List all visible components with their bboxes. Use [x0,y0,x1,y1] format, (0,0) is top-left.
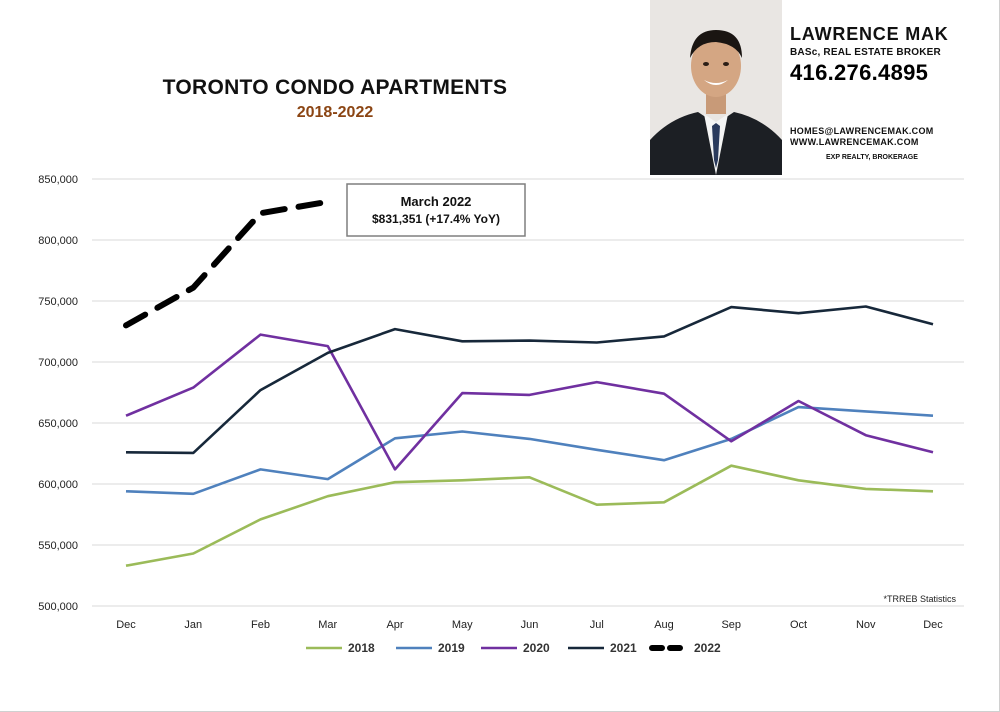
legend-label-2021: 2021 [610,641,637,655]
agent-name: LAWRENCE MAK [790,24,949,44]
x-tick-label: May [452,619,473,631]
agent-email: HOMES@LAWRENCEMAK.COM [790,126,934,136]
agent-credentials: BASc, REAL ESTATE BROKER [790,47,941,58]
series-line-2020 [125,333,934,471]
agent-portrait-image [650,0,782,175]
y-tick-label: 650,000 [38,418,78,430]
x-tick-label: Dec [923,619,943,631]
legend: 2018 2019 2020 2021 2022 [306,641,721,655]
agent-contact-block: LAWRENCE MAK BASc, REAL ESTATE BROKER 41… [790,24,975,161]
y-tick-label: 700,000 [38,357,78,369]
y-axis-tick-labels: 500,000 550,000 600,000 650,000 700,000 750,0… [38,174,78,613]
legend-label-2020: 2020 [523,641,550,655]
x-tick-label: Dec [116,619,136,631]
series-line-2022 [123,198,331,329]
x-tick-label: Feb [251,619,270,631]
x-tick-label: Mar [318,619,337,631]
x-tick-label: Oct [790,619,807,631]
y-tick-label: 500,000 [38,601,78,613]
annotation-line-2: $831,351 (+17.4% YoY) [372,212,500,226]
x-axis-tick-labels: Dec Jan Feb Mar Apr May Jun Jul Aug Sep Oct Nov Dec [116,619,943,631]
source-note: *TRREB Statistics [883,594,956,604]
y-tick-label: 600,000 [38,479,78,491]
annotation-box [346,183,526,237]
agent-phone: 416.276.4895 [790,60,929,85]
x-tick-label: Sep [721,619,741,631]
agent-photo [650,0,782,175]
x-tick-label: Nov [856,619,876,631]
series-line-2018 [125,464,934,567]
series-line-2021 [125,305,934,455]
legend-label-2019: 2019 [438,641,465,655]
x-tick-label: Jun [521,619,539,631]
x-tick-label: Aug [654,619,674,631]
x-tick-label: Apr [386,619,403,631]
series-line-2019 [125,405,934,496]
legend-label-2022: 2022 [694,641,721,655]
grid-lines [92,178,964,607]
y-tick-label: 750,000 [38,296,78,308]
chart-subtitle: 2018-2022 [296,104,374,121]
series-lines [123,198,934,567]
y-tick-label: 550,000 [38,540,78,552]
y-tick-label: 800,000 [38,235,78,247]
y-tick-label: 850,000 [38,174,78,186]
x-tick-label: Jul [590,619,604,631]
legend-label-2018: 2018 [348,641,375,655]
chart-title: TORONTO CONDO APARTMENTS [162,76,508,99]
march-2022-annotation: March 2022 $831,351 (+17.4% YoY) [346,183,526,237]
x-tick-label: Jan [184,619,202,631]
agent-brokerage: EXP REALTY, BROKERAGE [826,154,918,161]
agent-website: WWW.LAWRENCEMAK.COM [790,137,919,147]
annotation-line-1: March 2022 [401,194,472,209]
